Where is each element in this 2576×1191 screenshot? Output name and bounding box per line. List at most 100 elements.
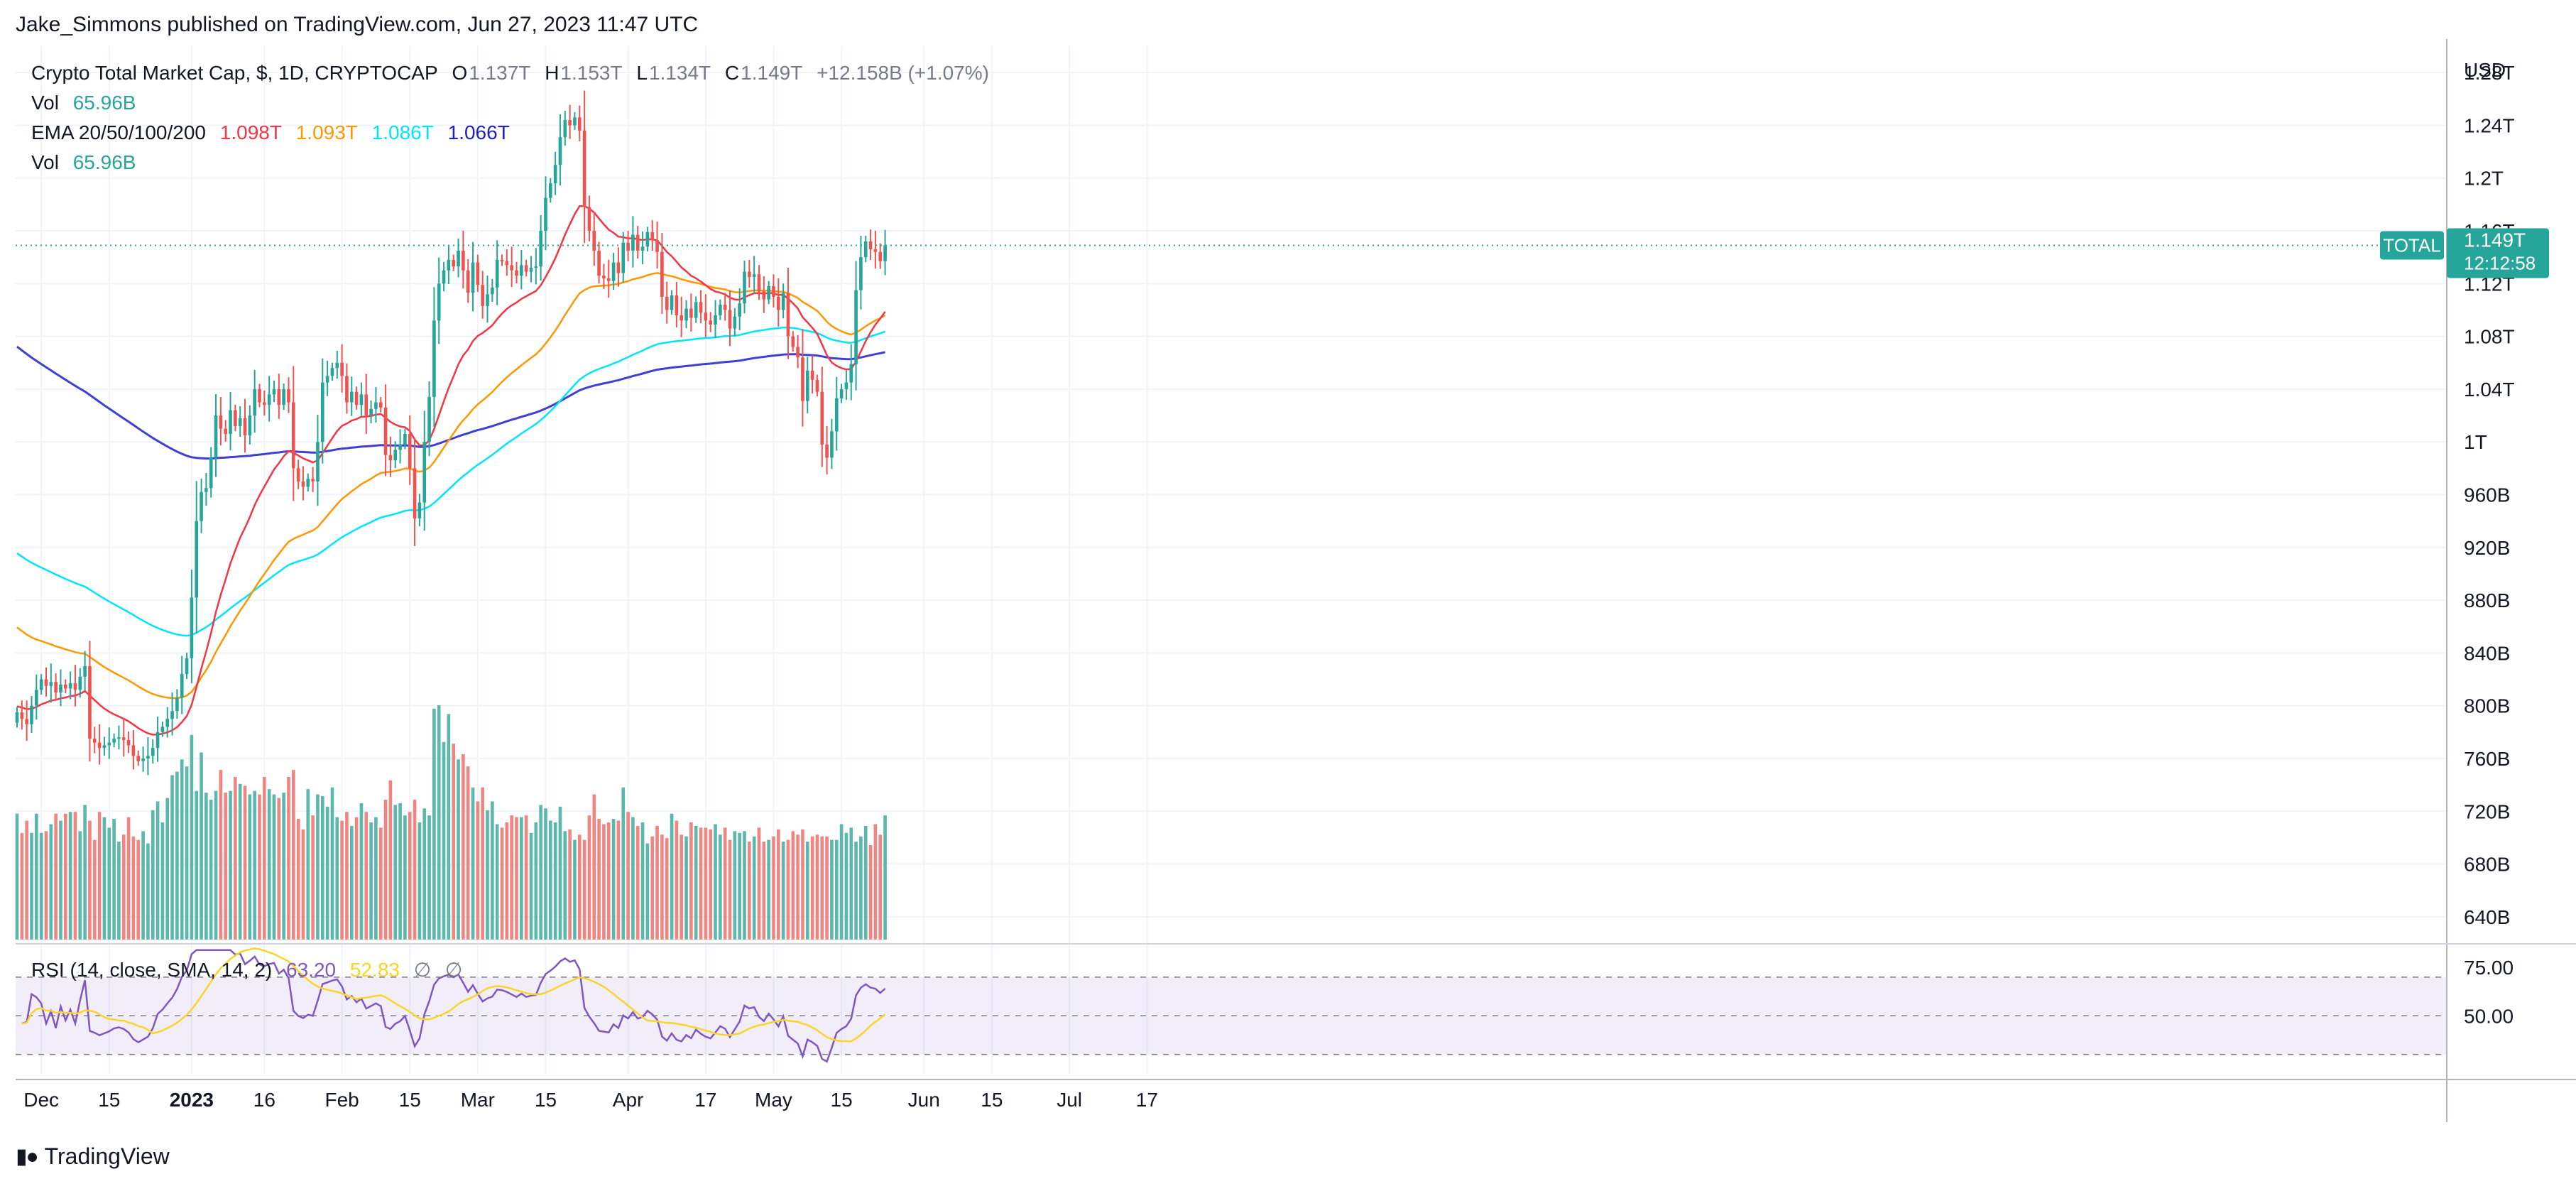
symbol-description[interactable]: Crypto Total Market Cap, $, 1D, CRYPTOCA… xyxy=(31,62,438,84)
candle-body xyxy=(466,270,470,293)
volume-bar xyxy=(834,839,839,940)
candle-body xyxy=(44,679,48,686)
volume-label[interactable]: Vol xyxy=(31,92,59,114)
volume-bar xyxy=(282,793,285,940)
ohlc-legend: Crypto Total Market Cap, $, 1D, CRYPTOCA… xyxy=(31,62,998,85)
volume-bar xyxy=(408,812,412,940)
ema100-line xyxy=(16,326,886,637)
volume-bar xyxy=(15,813,19,940)
candle-body xyxy=(573,117,577,126)
volume-bar xyxy=(524,815,528,940)
volume-bar xyxy=(621,787,626,940)
volume-bar xyxy=(388,780,393,940)
volume-bar xyxy=(330,787,334,940)
volume-bar xyxy=(320,796,324,940)
volume-bar xyxy=(452,744,456,940)
candle-body xyxy=(229,410,232,435)
volume-bar xyxy=(728,839,732,940)
volume-bar xyxy=(49,824,53,940)
candle-body xyxy=(772,286,775,297)
volume-bar xyxy=(25,820,28,940)
volume-bar xyxy=(54,813,58,940)
candle-body xyxy=(606,278,611,281)
candle-body xyxy=(476,262,480,285)
volume-bar xyxy=(117,842,121,940)
volume-bar xyxy=(650,836,655,940)
volume-bar xyxy=(863,825,868,940)
candle-body xyxy=(369,408,373,416)
candle-body xyxy=(462,250,465,271)
candle-body xyxy=(39,679,43,690)
ema50-line xyxy=(16,272,886,700)
candle-body xyxy=(878,251,883,261)
volume-bar xyxy=(839,824,844,940)
candle-body xyxy=(563,120,567,138)
tradingview-logo[interactable]: ▮● TradingView xyxy=(16,1143,170,1170)
volume-bar xyxy=(311,815,315,940)
candle-body xyxy=(529,268,533,272)
candle-body xyxy=(102,745,107,749)
candle-body xyxy=(345,376,349,403)
candle-body xyxy=(650,232,655,241)
candle-body xyxy=(238,418,242,426)
candle-body xyxy=(883,245,887,261)
volume-bar xyxy=(151,810,155,940)
candle-body xyxy=(349,391,354,403)
volume-bar xyxy=(534,822,538,940)
volume-bar xyxy=(709,829,713,940)
candle-body xyxy=(539,231,542,267)
volume-bar xyxy=(563,831,567,940)
rsi-sma-value: 52.83 xyxy=(349,959,400,981)
volume-bar xyxy=(131,836,136,940)
candle-body xyxy=(146,756,150,758)
volume-bar xyxy=(374,817,378,940)
volume-bar xyxy=(136,839,141,940)
candle-body xyxy=(301,481,305,487)
candle-body xyxy=(432,320,436,398)
price-tick: 1.08T xyxy=(2464,326,2515,348)
volume-bar xyxy=(544,808,547,940)
volume-bar xyxy=(272,794,276,940)
volume-bar xyxy=(491,801,494,940)
volume-bar xyxy=(762,842,766,940)
volume-bar xyxy=(180,759,184,940)
candle-body xyxy=(689,308,693,318)
candle-body xyxy=(155,732,160,749)
volume-bar xyxy=(170,775,174,940)
volume-bar xyxy=(185,766,189,940)
volume-bar xyxy=(316,794,320,940)
ema-label[interactable]: EMA 20/50/100/200 xyxy=(31,121,206,143)
candle-body xyxy=(849,364,853,383)
volume-bar xyxy=(447,714,451,940)
volume-bar xyxy=(160,822,165,940)
candle-body xyxy=(631,234,635,251)
volume-bar xyxy=(155,801,160,940)
volume-bar xyxy=(592,794,596,940)
volume-label-2[interactable]: Vol xyxy=(31,151,59,173)
candle-body xyxy=(219,415,223,429)
time-tick: Jun xyxy=(908,1089,940,1111)
publisher-line: Jake_Simmons published on TradingView.co… xyxy=(16,13,699,36)
candle-body xyxy=(825,444,829,458)
settings-icon[interactable]: ∅ xyxy=(444,959,463,981)
volume-bar xyxy=(495,824,499,940)
candle-body xyxy=(665,296,669,310)
candle-body xyxy=(781,293,785,310)
candle-body xyxy=(844,382,848,389)
time-tick: Jul xyxy=(1057,1089,1082,1111)
price-tick: 920B xyxy=(2464,537,2510,559)
volume-bar xyxy=(830,839,834,940)
candle-body xyxy=(699,302,703,313)
volume-bar xyxy=(378,827,383,940)
candle-body xyxy=(640,246,645,251)
candle-body xyxy=(491,287,494,295)
volume-bar xyxy=(805,842,809,940)
volume-bar xyxy=(665,838,669,940)
rsi-label[interactable]: RSI (14, close, SMA, 14, 2) xyxy=(31,959,273,981)
candle-body xyxy=(20,712,24,719)
volume-bar xyxy=(248,794,252,940)
candle-body xyxy=(121,737,126,740)
volume-bar xyxy=(88,820,92,940)
hide-icon[interactable]: ∅ xyxy=(413,959,432,981)
